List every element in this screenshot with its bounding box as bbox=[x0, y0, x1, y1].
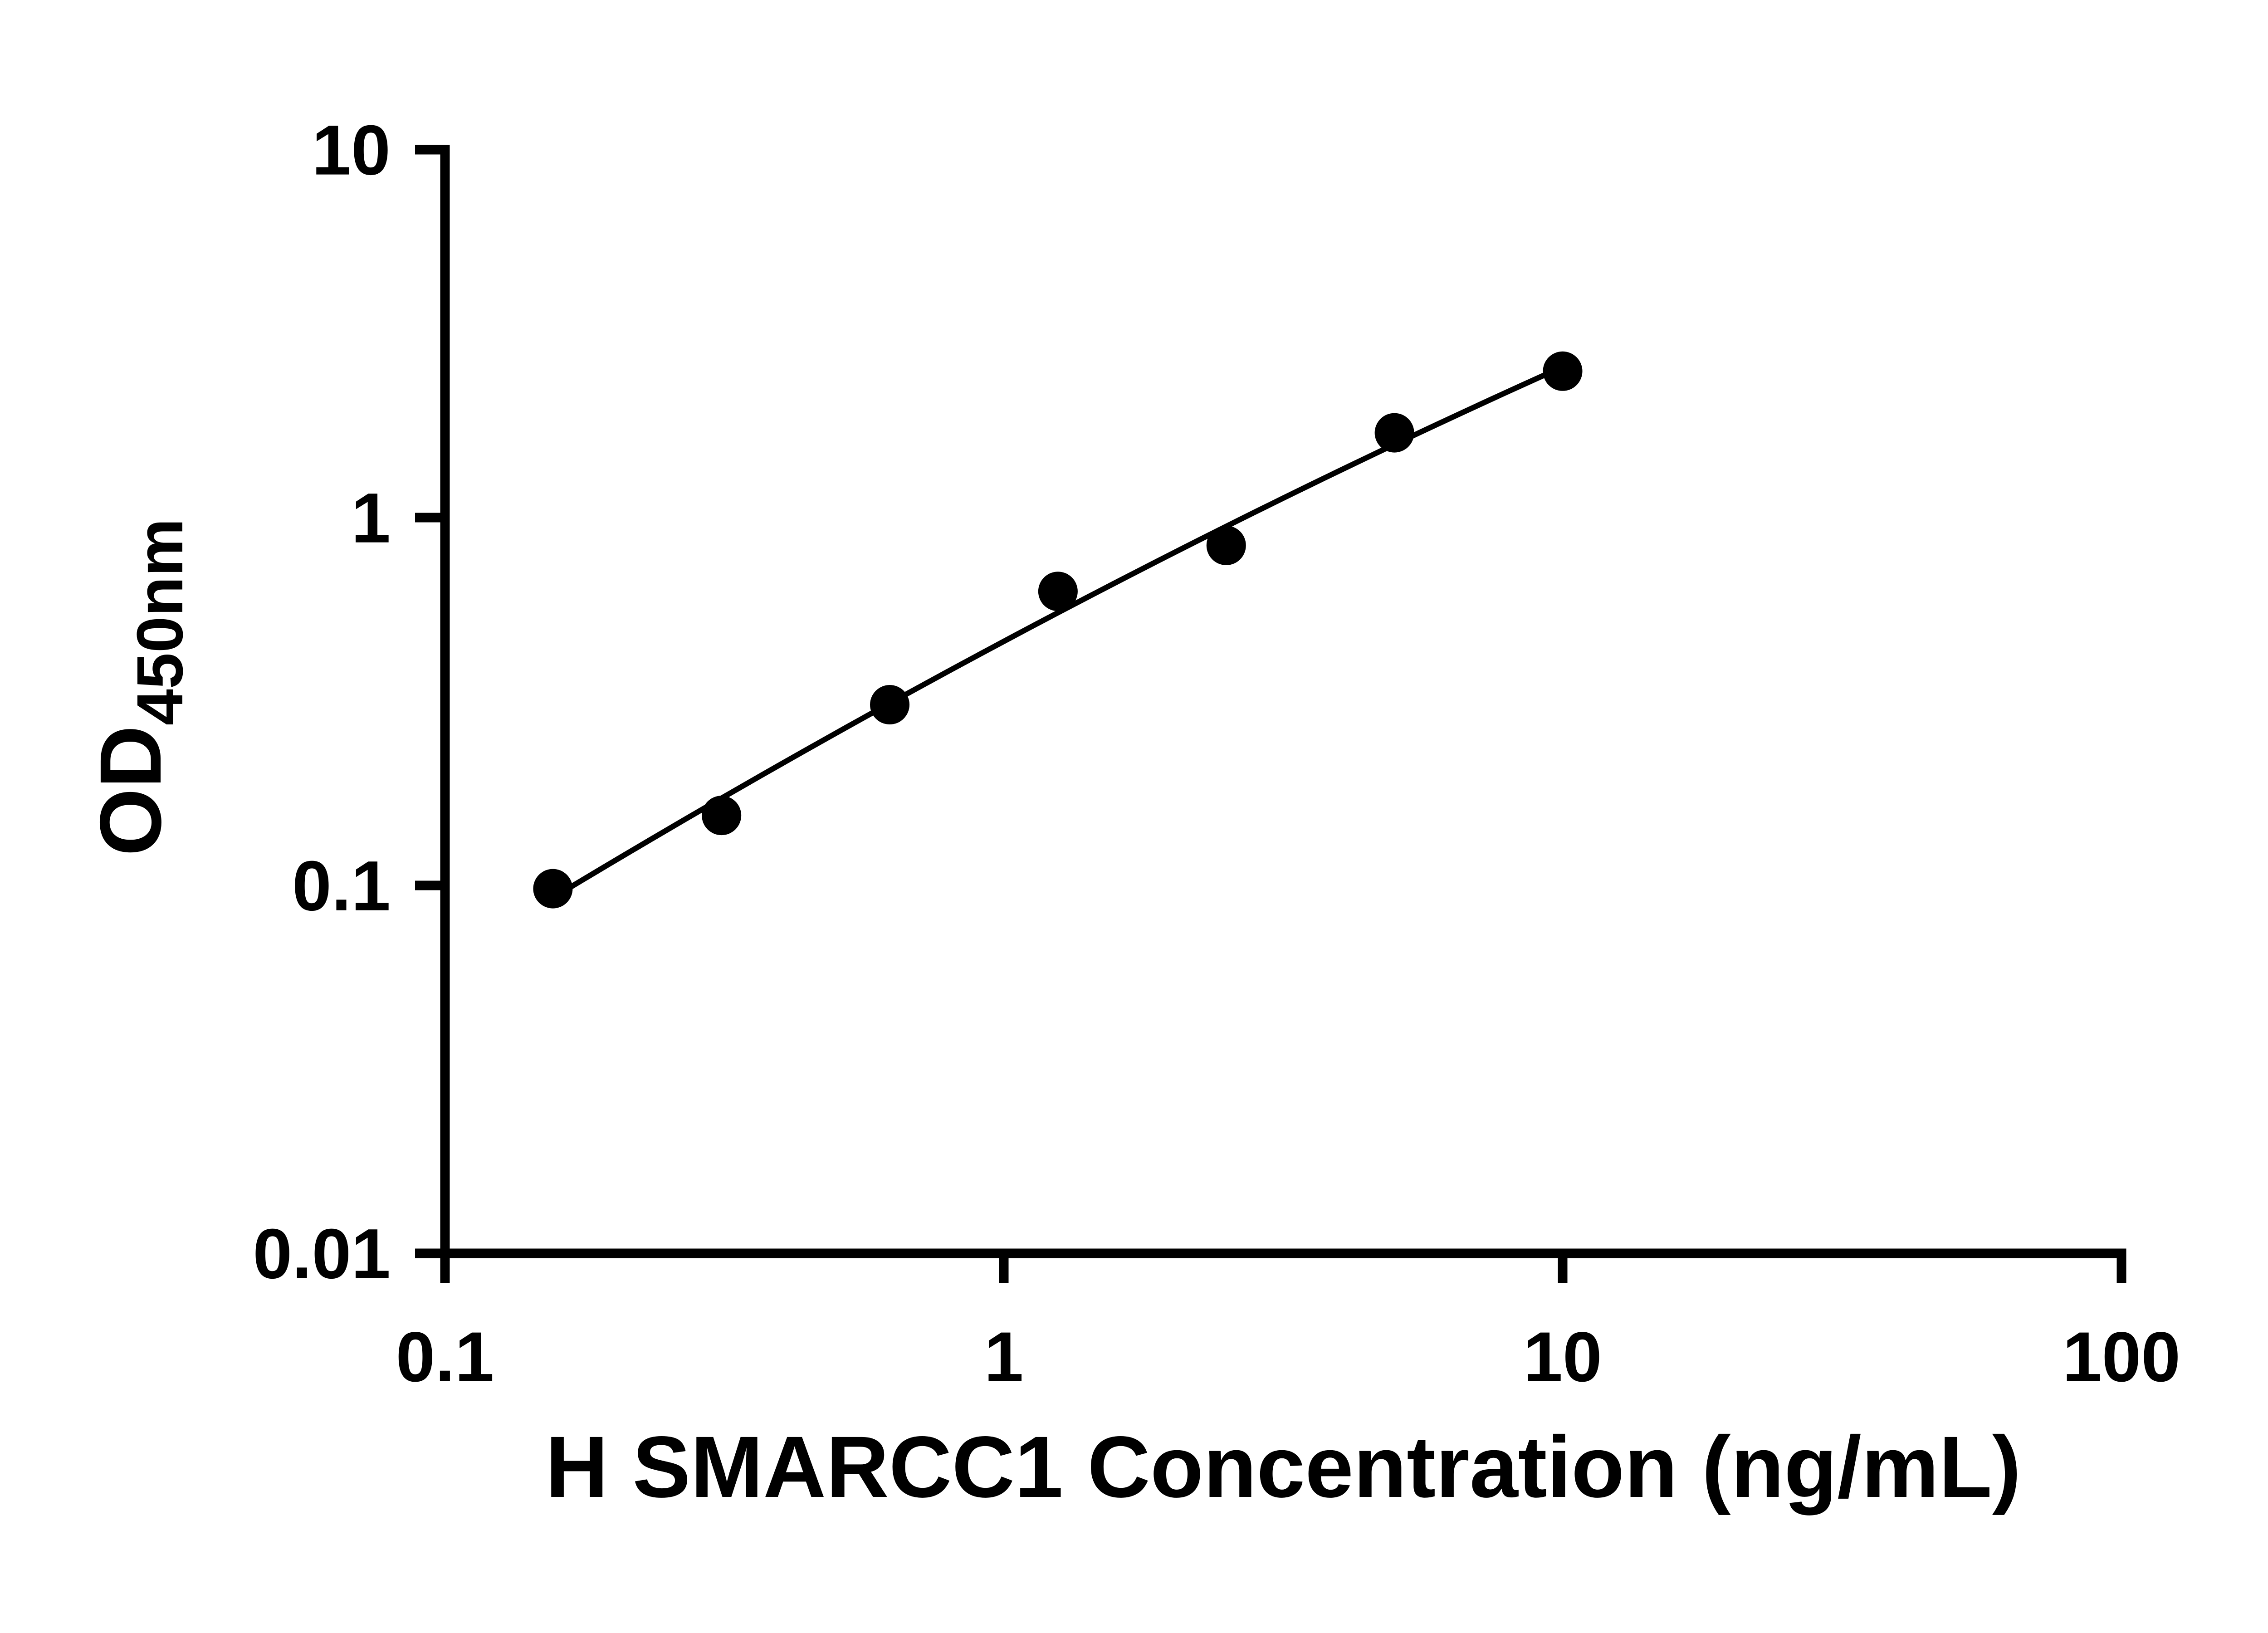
y-axis-label-main: OD bbox=[82, 725, 179, 856]
x-axis-label: H SMARCC1 Concentration (ng/mL) bbox=[545, 1418, 2021, 1516]
axis-spine bbox=[440, 145, 2126, 1258]
data-point bbox=[533, 869, 573, 909]
data-point bbox=[1543, 351, 1583, 391]
y-axis-label-subscript: 450nm bbox=[123, 518, 196, 725]
y-axis-tick-label: 0.1 bbox=[292, 847, 391, 926]
x-axis-tick-label: 0.1 bbox=[396, 1318, 494, 1397]
data-point bbox=[702, 796, 742, 836]
axes bbox=[440, 145, 2126, 1258]
x-axis-tick-label: 10 bbox=[1523, 1318, 1602, 1397]
tick-marks bbox=[415, 145, 2126, 1283]
y-axis-tick-label: 10 bbox=[312, 111, 391, 190]
data-point bbox=[1374, 413, 1414, 453]
y-axis-tick-label: 0.01 bbox=[253, 1215, 391, 1294]
data-series bbox=[533, 351, 1583, 909]
y-axis-tick-label: 1 bbox=[351, 479, 391, 558]
data-point bbox=[1206, 525, 1246, 565]
x-axis-tick-label: 1 bbox=[984, 1318, 1024, 1397]
data-point bbox=[1038, 572, 1078, 611]
data-point bbox=[870, 685, 910, 725]
x-axis-tick-label: 100 bbox=[2063, 1318, 2180, 1397]
y-axis-label: OD450nm bbox=[82, 518, 196, 856]
